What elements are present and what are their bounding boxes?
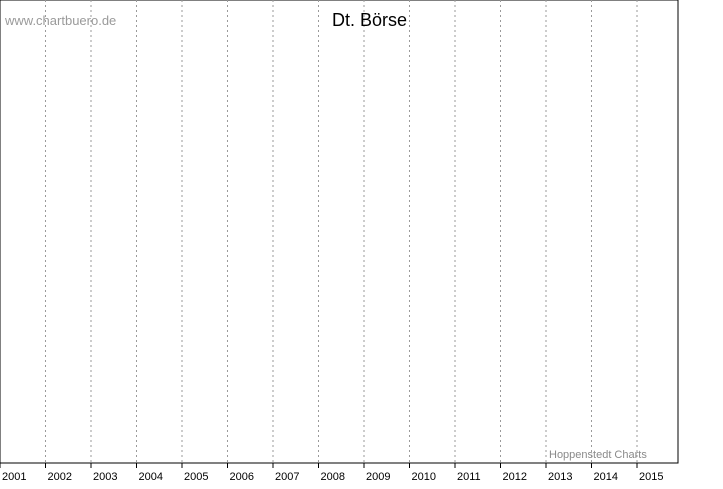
x-tick-label-2014: 2014 <box>594 471 618 483</box>
plot-frame <box>0 0 679 464</box>
x-tick-label-2009: 2009 <box>366 471 390 483</box>
chart-title: Dt. Börse <box>332 10 407 30</box>
x-tick-label-2013: 2013 <box>548 471 572 483</box>
x-tick-label-2015: 2015 <box>639 471 663 483</box>
x-tick-label-2005: 2005 <box>184 471 208 483</box>
x-tick-label-2002: 2002 <box>48 471 72 483</box>
x-tick-label-2011: 2011 <box>457 471 481 483</box>
x-tick-label-2010: 2010 <box>412 471 436 483</box>
source-credit: Hoppenstedt Charts <box>549 449 647 461</box>
x-axis-ticks: 2001 2002 2003 2004 2005 2006 2007 2008 2009 2010… <box>0 463 663 483</box>
x-tick-label-2001: 2001 <box>2 471 26 483</box>
x-tick-label-2006: 2006 <box>230 471 254 483</box>
x-tick-label-2007: 2007 <box>275 471 299 483</box>
x-tick-label-2003: 2003 <box>93 471 117 483</box>
x-tick-label-2008: 2008 <box>321 471 345 483</box>
x-tick-label-2012: 2012 <box>503 471 527 483</box>
watermark: www.chartbuero.de <box>4 13 116 28</box>
grid-lines <box>45 0 638 463</box>
x-tick-label-2004: 2004 <box>139 471 163 483</box>
